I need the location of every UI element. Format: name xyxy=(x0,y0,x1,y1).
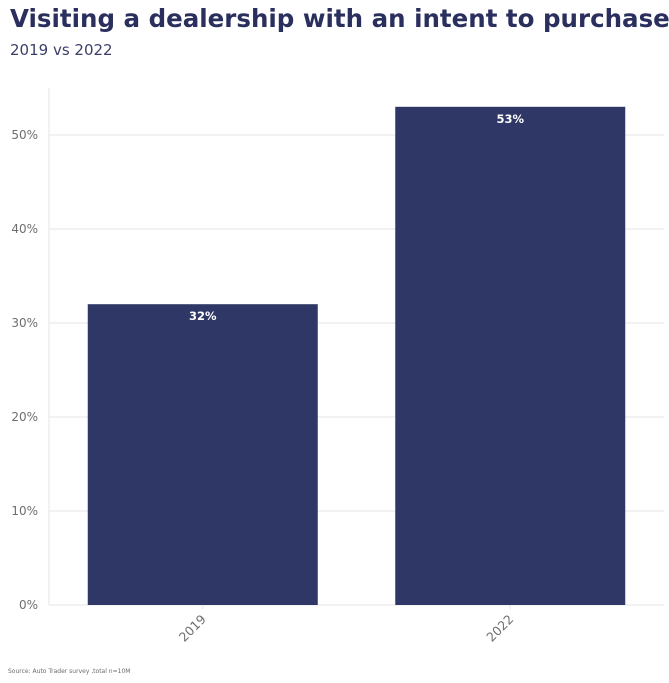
y-tick-label: 30% xyxy=(11,316,38,330)
y-tick-label: 40% xyxy=(11,222,38,236)
chart-title: Visiting a dealership with an intent to … xyxy=(10,4,669,33)
source-note: Source: Auto Trader survey ,total n=10M xyxy=(8,668,131,675)
y-tick-label: 20% xyxy=(11,410,38,424)
bar-2022 xyxy=(395,106,626,606)
bar-2019 xyxy=(87,304,318,605)
chart-subtitle: 2019 vs 2022 xyxy=(10,41,113,59)
y-tick-label: 50% xyxy=(11,128,38,142)
data-label-2022: 53% xyxy=(496,112,524,126)
data-labels: 32% 53% xyxy=(189,112,525,323)
y-axis-tick-labels: 0% 10% 20% 30% 40% 50% xyxy=(11,128,38,612)
x-tick-label-2019: 2019 xyxy=(176,611,209,644)
y-tick-label: 0% xyxy=(19,598,38,612)
x-axis-tick-labels: 2019 2022 xyxy=(176,611,517,644)
y-tick-label: 10% xyxy=(11,504,38,518)
data-label-2019: 32% xyxy=(189,309,217,323)
x-tick-label-2022: 2022 xyxy=(483,612,516,645)
bars xyxy=(87,106,626,606)
